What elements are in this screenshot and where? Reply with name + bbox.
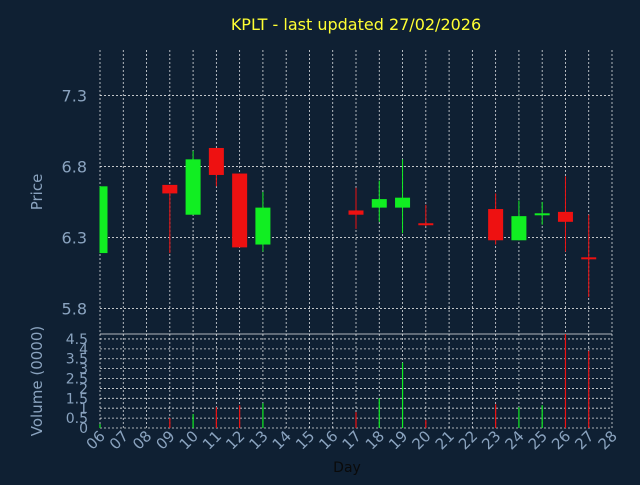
candle-body-24: [511, 216, 527, 241]
volume-tick-label: 2.5: [66, 372, 88, 388]
price-tick-labels: 5.8 6.3 6.8 7.3: [62, 86, 87, 318]
candle-body-20: [418, 223, 434, 226]
candle-body-18: [371, 199, 387, 208]
volume-tick-label: 0.5: [66, 411, 88, 427]
chart-title: KPLT - last updated 27/02/2026: [231, 15, 481, 34]
volume-bars: [99, 334, 590, 428]
candle-body-26: [557, 211, 573, 222]
price-tick-label: 6.8: [62, 157, 87, 176]
volume-tick-label: 2: [79, 381, 88, 397]
candle-body-25: [534, 213, 550, 216]
volume-tick-label: 1.5: [66, 391, 88, 407]
candle-body-19: [395, 197, 411, 208]
candle-body-10: [185, 159, 201, 215]
volume-tick-label: 0: [79, 421, 88, 437]
volume-axis-label: Volume (0000): [28, 326, 46, 436]
candle-body-11: [208, 147, 224, 175]
day-tick-labels: 0607080910111213141516171819202122232425…: [83, 427, 621, 453]
day-axis-label: Day: [333, 460, 361, 476]
candle-body-13: [255, 207, 271, 245]
volume-tick-label: 4: [79, 342, 88, 358]
volume-tick-label: 3.5: [66, 352, 88, 368]
candle-body-12: [232, 173, 248, 248]
candle-body-06: [100, 186, 108, 254]
price-axis-label: Price: [28, 174, 46, 211]
price-tick-label: 5.8: [62, 299, 87, 318]
volume-tick-label: 1: [79, 401, 88, 417]
price-candles: [99, 147, 597, 298]
volume-tick-label: 4.5: [66, 332, 88, 348]
volume-gridlines: [99, 333, 613, 429]
volume-tick-label: 3: [79, 362, 88, 378]
candle-body-27: [581, 257, 597, 260]
candle-body-23: [488, 209, 504, 241]
volume-tick-labels: 00.511.522.533.544.5: [66, 332, 88, 437]
price-tick-label: 7.3: [62, 86, 87, 105]
candle-body-17: [348, 210, 364, 215]
price-tick-label: 6.3: [62, 228, 87, 247]
candle-body-09: [162, 184, 178, 194]
